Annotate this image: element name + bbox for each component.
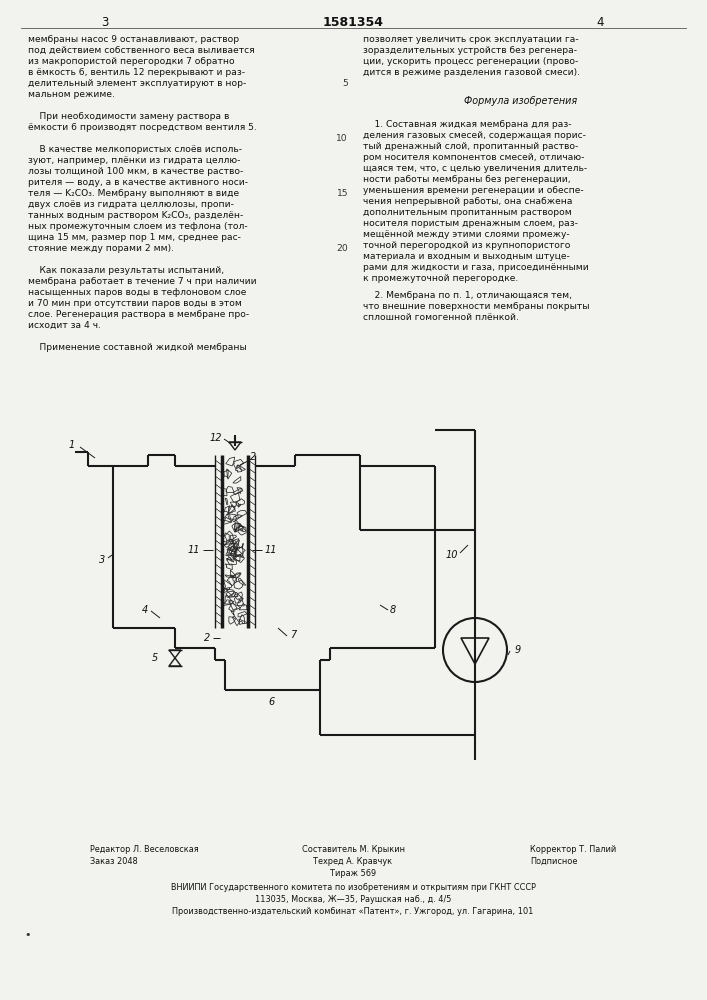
Text: теля — K₂CO₃. Мембрану выполняют в виде: теля — K₂CO₃. Мембрану выполняют в виде	[28, 189, 239, 198]
Text: 4: 4	[141, 605, 148, 615]
Text: лозы толщиной 100 мкм, в качестве раство-: лозы толщиной 100 мкм, в качестве раство…	[28, 167, 243, 176]
Text: 10: 10	[337, 134, 348, 143]
Text: Составитель М. Крыкин: Составитель М. Крыкин	[301, 845, 404, 854]
Text: При необходимости замену раствора в: При необходимости замену раствора в	[28, 112, 229, 121]
Text: Техред А. Кравчук: Техред А. Кравчук	[313, 857, 392, 866]
Text: Редактор Л. Веселовская: Редактор Л. Веселовская	[90, 845, 199, 854]
Text: В качестве мелкопористых слоёв исполь-: В качестве мелкопористых слоёв исполь-	[28, 145, 242, 154]
Text: 10: 10	[445, 550, 458, 560]
Text: 113035, Москва, Ж—35, Раушская наб., д. 4/5: 113035, Москва, Ж—35, Раушская наб., д. …	[255, 895, 451, 904]
Text: Как показали результаты испытаний,: Как показали результаты испытаний,	[28, 266, 224, 275]
Text: и 70 мин при отсутствии паров воды в этом: и 70 мин при отсутствии паров воды в это…	[28, 299, 242, 308]
Text: Подписное: Подписное	[530, 857, 578, 866]
Text: делительный элемент эксплуатируют в нор-: делительный элемент эксплуатируют в нор-	[28, 79, 246, 88]
Text: ных промежуточным слоем из тефлона (тол-: ных промежуточным слоем из тефлона (тол-	[28, 222, 247, 231]
Text: ности работы мембраны без регенерации,: ности работы мембраны без регенерации,	[363, 175, 571, 184]
Text: мальном режиме.: мальном режиме.	[28, 90, 115, 99]
Text: 3: 3	[101, 16, 109, 29]
Text: насыщенных паров воды в тефлоновом слое: насыщенных паров воды в тефлоновом слое	[28, 288, 246, 297]
Text: 5: 5	[152, 653, 158, 663]
Text: двух слоёв из гидрата целлюлозы, пропи-: двух слоёв из гидрата целлюлозы, пропи-	[28, 200, 234, 209]
Text: 9: 9	[515, 645, 521, 655]
Text: уменьшения времени регенерации и обеспе-: уменьшения времени регенерации и обеспе-	[363, 186, 583, 195]
Text: точной перегородкой из крупнопористого: точной перегородкой из крупнопористого	[363, 241, 571, 250]
Text: рами для жидкости и газа, присоединёнными: рами для жидкости и газа, присоединённым…	[363, 263, 589, 272]
Text: щаяся тем, что, с целью увеличения длитель-: щаяся тем, что, с целью увеличения длите…	[363, 164, 587, 173]
Text: 3: 3	[99, 555, 105, 565]
Text: к промежуточной перегородке.: к промежуточной перегородке.	[363, 274, 518, 283]
Text: тый дренажный слой, пропитанный раство-: тый дренажный слой, пропитанный раство-	[363, 142, 578, 151]
Text: дополнительным пропитанным раствором: дополнительным пропитанным раствором	[363, 208, 572, 217]
Text: слое. Регенерация раствора в мембране про-: слое. Регенерация раствора в мембране пр…	[28, 310, 249, 319]
Text: 6: 6	[269, 697, 275, 707]
Text: 2. Мембрана по п. 1, отличающаяся тем,: 2. Мембрана по п. 1, отличающаяся тем,	[363, 291, 572, 300]
Text: ВНИИПИ Государственного комитета по изобретениям и открытиям при ГКНТ СССР: ВНИИПИ Государственного комитета по изоб…	[170, 883, 535, 892]
Text: 1: 1	[69, 440, 75, 450]
Text: под действием собственного веса выливается: под действием собственного веса выливает…	[28, 46, 255, 55]
Text: ром носителя компонентов смесей, отличаю-: ром носителя компонентов смесей, отличаю…	[363, 153, 585, 162]
Text: зуют, например, плёнки из гидрата целлю-: зуют, например, плёнки из гидрата целлю-	[28, 156, 240, 165]
Text: дится в режиме разделения газовой смеси).: дится в режиме разделения газовой смеси)…	[363, 68, 580, 77]
Text: 5: 5	[342, 79, 348, 88]
Text: позволяет увеличить срок эксплуатации га-: позволяет увеличить срок эксплуатации га…	[363, 35, 578, 44]
Text: •: •	[25, 930, 31, 940]
Text: материала и входным и выходным штуце-: материала и входным и выходным штуце-	[363, 252, 570, 261]
Text: зоразделительных устройств без регенера-: зоразделительных устройств без регенера-	[363, 46, 577, 55]
Text: 2: 2	[250, 452, 256, 462]
Text: Формула изобретения: Формула изобретения	[464, 96, 577, 105]
Text: сплошной гомогенной плёнкой.: сплошной гомогенной плёнкой.	[363, 313, 519, 322]
Text: 1581354: 1581354	[322, 16, 383, 29]
Text: 7: 7	[290, 630, 296, 640]
Text: 4: 4	[596, 16, 604, 29]
Text: 8: 8	[390, 605, 396, 615]
Text: Тираж 569: Тираж 569	[330, 869, 376, 878]
Text: Применение составной жидкой мембраны: Применение составной жидкой мембраны	[28, 343, 247, 352]
Text: 1. Составная жидкая мембрана для раз-: 1. Составная жидкая мембрана для раз-	[363, 120, 571, 129]
Text: щина 15 мм, размер пор 1 мм, среднее рас-: щина 15 мм, размер пор 1 мм, среднее рас…	[28, 233, 241, 242]
Text: 12: 12	[209, 433, 222, 443]
Text: рителя — воду, а в качестве активного носи-: рителя — воду, а в качестве активного но…	[28, 178, 248, 187]
Text: 11: 11	[265, 545, 278, 555]
Text: 15: 15	[337, 189, 348, 198]
Text: Корректор Т. Палий: Корректор Т. Палий	[530, 845, 617, 854]
Text: Заказ 2048: Заказ 2048	[90, 857, 138, 866]
Text: мещённой между этими слоями промежу-: мещённой между этими слоями промежу-	[363, 230, 570, 239]
Text: что внешние поверхности мембраны покрыты: что внешние поверхности мембраны покрыты	[363, 302, 590, 311]
Text: носителя пористым дренажным слоем, раз-: носителя пористым дренажным слоем, раз-	[363, 219, 578, 228]
Text: ёмкости 6 производят посредством вентиля 5.: ёмкости 6 производят посредством вентиля…	[28, 123, 257, 132]
Text: 20: 20	[337, 244, 348, 253]
Text: мембраны насос 9 останавливают, раствор: мембраны насос 9 останавливают, раствор	[28, 35, 239, 44]
Text: 2: 2	[204, 633, 210, 643]
Text: танных водным раствором K₂CO₃, разделён-: танных водным раствором K₂CO₃, разделён-	[28, 211, 243, 220]
Text: стояние между порами 2 мм).: стояние между порами 2 мм).	[28, 244, 174, 253]
Text: в ёмкость 6, вентиль 12 перекрывают и раз-: в ёмкость 6, вентиль 12 перекрывают и ра…	[28, 68, 245, 77]
Text: Производственно-издательский комбинат «Патент», г. Ужгород, ул. Гагарина, 101: Производственно-издательский комбинат «П…	[173, 907, 534, 916]
Text: чения непрерывной работы, она снабжена: чения непрерывной работы, она снабжена	[363, 197, 573, 206]
Text: исходит за 4 ч.: исходит за 4 ч.	[28, 321, 101, 330]
Text: ции, ускорить процесс регенерации (прово-: ции, ускорить процесс регенерации (прово…	[363, 57, 578, 66]
Text: деления газовых смесей, содержащая порис-: деления газовых смесей, содержащая порис…	[363, 131, 586, 140]
Text: из макропористой перегородки 7 обратно: из макропористой перегородки 7 обратно	[28, 57, 235, 66]
Text: мембрана работает в течение 7 ч при наличии: мембрана работает в течение 7 ч при нали…	[28, 277, 257, 286]
Text: 11: 11	[187, 545, 200, 555]
